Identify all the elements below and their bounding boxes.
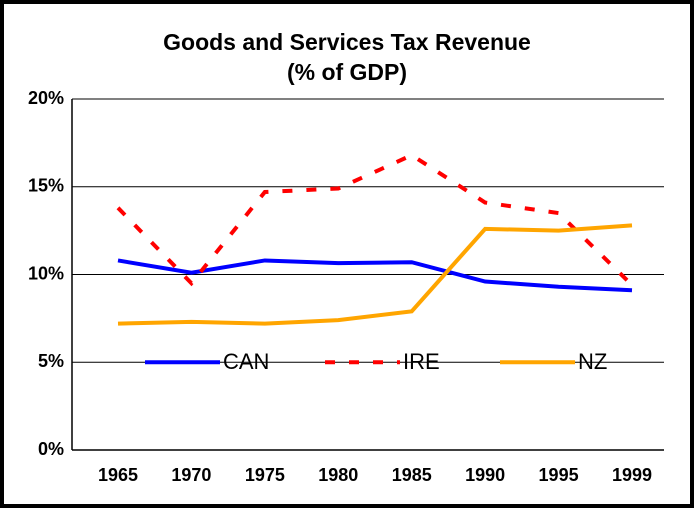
line-series (116, 152, 634, 287)
y-tick-label: 15% (28, 176, 64, 196)
chart-title: Goods and Services Tax Revenue (163, 29, 531, 55)
x-tick-label: 1980 (318, 465, 358, 485)
y-tick-label: 20% (28, 88, 64, 108)
line-series (117, 223, 633, 326)
legend-label: NZ (578, 349, 607, 374)
x-tick-label: 1970 (171, 465, 211, 485)
x-tick-label: 1985 (392, 465, 432, 485)
x-tick-label: 1999 (612, 465, 652, 485)
x-tick-label: 1965 (98, 465, 138, 485)
x-tick-label: 1990 (465, 465, 505, 485)
y-tick-label: 5% (38, 351, 64, 371)
legend-label: CAN (223, 349, 269, 374)
x-tick-label: 1975 (245, 465, 285, 485)
chart-subtitle: (% of GDP) (287, 59, 407, 85)
legend-label: IRE (403, 349, 440, 374)
y-tick-label: 0% (38, 439, 64, 459)
y-tick-label: 10% (28, 263, 64, 283)
x-tick-label: 1995 (539, 465, 579, 485)
